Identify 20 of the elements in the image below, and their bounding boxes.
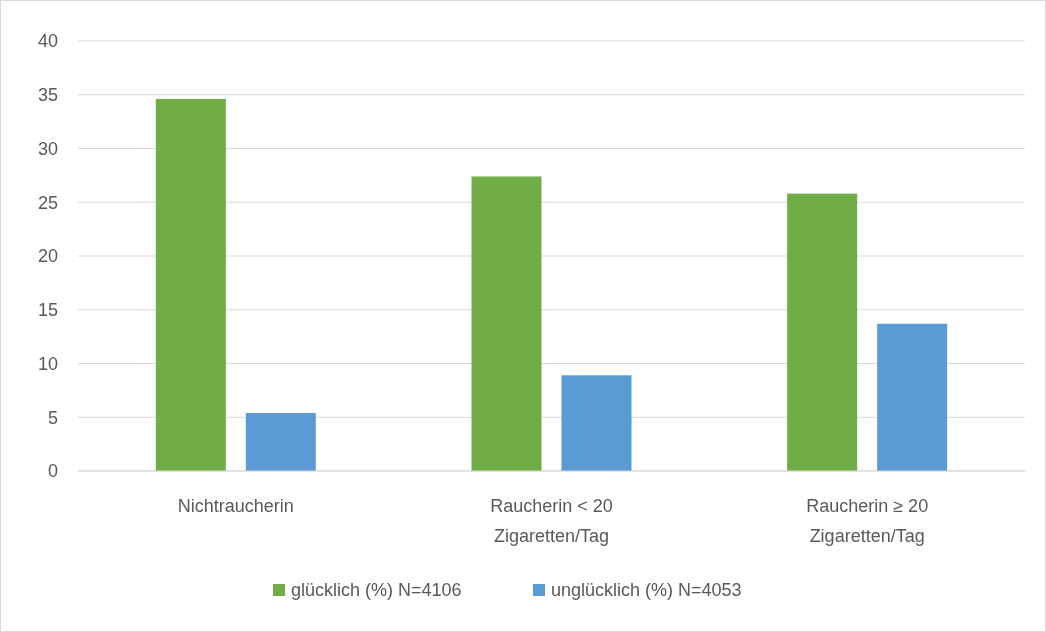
y-tick-label: 10 (37, 353, 58, 374)
bar (877, 323, 948, 471)
legend-label: unglücklich (%) N=4053 (551, 580, 742, 600)
x-tick-label: Raucherin < 20 Zigaretten/Tag (490, 496, 613, 546)
bar (245, 412, 316, 471)
x-tick-label: Nichtraucherin (177, 496, 294, 516)
bar (561, 375, 632, 471)
y-tick-label: 25 (37, 192, 58, 213)
y-tick-label: 20 (37, 246, 58, 267)
y-tick-label: 35 (37, 85, 58, 106)
x-tick-label: Raucherin ≥ 20 Zigaretten/Tag (806, 496, 929, 546)
legend-label: glücklich (%) N=4106 (291, 580, 462, 600)
y-tick-label: 5 (47, 407, 58, 428)
bar (155, 99, 226, 471)
y-tick-label: 15 (37, 300, 58, 321)
y-tick-label: 0 (47, 461, 58, 482)
bar (471, 176, 542, 471)
y-tick-label: 40 (37, 31, 58, 52)
bar (787, 193, 858, 471)
y-tick-label: 30 (37, 138, 58, 159)
